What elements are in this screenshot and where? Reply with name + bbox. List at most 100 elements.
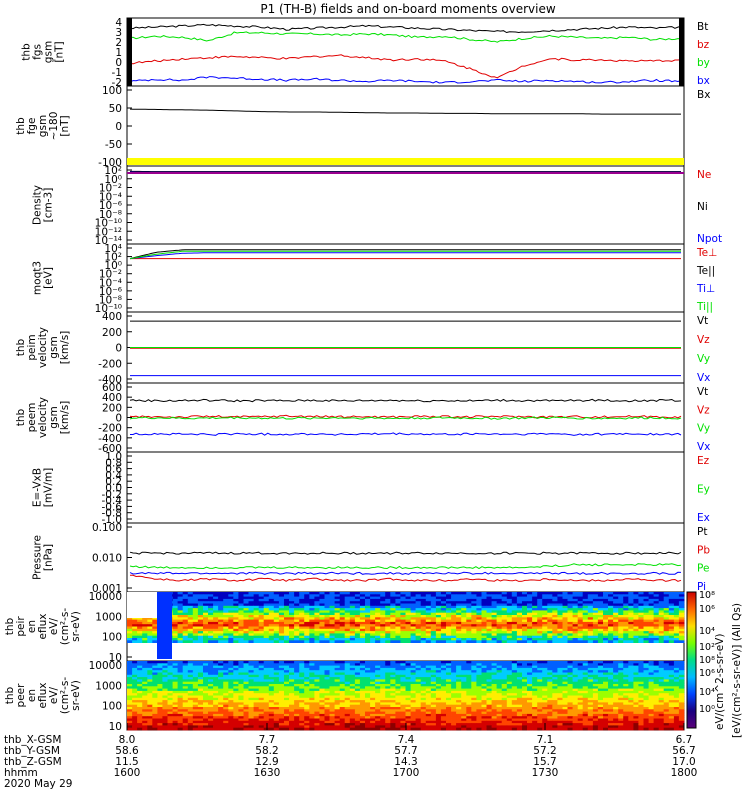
series-Ti|| bbox=[129, 250, 681, 260]
y-axis-label: thb peir en eflux eV/(cm²-s-sr-eV) bbox=[4, 608, 82, 646]
y-axis-label-line: thb bbox=[21, 43, 33, 61]
series-Vy bbox=[129, 416, 682, 420]
series-Vt bbox=[129, 398, 682, 403]
y-tick-label: 10⁻⁴ bbox=[99, 191, 122, 203]
y-axis-label-line: [km/s] bbox=[59, 401, 71, 435]
legend-entry: Vz bbox=[697, 334, 710, 346]
y-tick-label: 10⁻¹⁰ bbox=[95, 303, 122, 315]
y-axis-label-line: thb bbox=[4, 686, 16, 704]
y-tick-label: -1 bbox=[112, 67, 122, 79]
series-by bbox=[129, 31, 682, 43]
y-axis-label-line: thb bbox=[15, 117, 27, 135]
y-tick-label: -200 bbox=[98, 423, 122, 435]
y-axis-label-line: (cm²-s- bbox=[59, 677, 71, 715]
series-Bx bbox=[129, 108, 681, 115]
y-axis-label-line: [km/s] bbox=[59, 331, 71, 365]
y-tick-label: 10² bbox=[104, 165, 122, 177]
panel-peer-eflux: 10000 1000 100 10 thb peer en eflux eV/(cm²-s-sr… bbox=[4, 660, 685, 733]
y-tick-label: 200 bbox=[102, 327, 122, 339]
x-axis-value: 57.7 bbox=[394, 745, 417, 757]
y-axis-label-line: gsm bbox=[48, 406, 60, 428]
y-tick-label: 10⁻⁶ bbox=[99, 286, 122, 298]
series-Pi bbox=[129, 571, 682, 575]
x-axis-value: 11.5 bbox=[115, 756, 138, 768]
legend-entry: Ti⊥ bbox=[696, 283, 715, 295]
panel-fge-gsm-180: 100 50 0 -50 -100 thb fge gsm ~180 [nT] Bx bbox=[15, 85, 710, 169]
y-tick-label: 0 bbox=[115, 121, 122, 133]
colorbar bbox=[686, 591, 697, 729]
y-axis-label-line: Density bbox=[32, 185, 44, 225]
y-tick-label: 0.2 bbox=[105, 476, 122, 488]
edge-bar-right bbox=[679, 18, 684, 86]
legend-entry: Npot bbox=[697, 233, 722, 245]
y-tick-label: -600 bbox=[98, 443, 122, 455]
y-axis-label-line: [cm-3] bbox=[43, 188, 55, 223]
y-axis-label-line: eV/ bbox=[48, 686, 60, 704]
legend-entry: bz bbox=[697, 39, 710, 51]
y-tick-label: 50 bbox=[109, 103, 122, 115]
y-tick-label: 10⁻² bbox=[99, 269, 122, 281]
y-tick-label: 0.100 bbox=[92, 522, 122, 534]
y-axis-label: E=-VxB [mV/m] bbox=[32, 468, 55, 507]
y-tick-label: 0.8 bbox=[105, 457, 122, 469]
colorbar-overlay-title: eV/(cm^2-s-sr-eV) bbox=[714, 634, 726, 730]
y-tick-label: 1 bbox=[115, 47, 122, 59]
legend-entry: Vx bbox=[697, 372, 710, 384]
colorbar-tick-label: 10⁶ bbox=[699, 668, 715, 679]
series-Te|| bbox=[129, 249, 681, 260]
y-tick-label: 200 bbox=[102, 402, 122, 414]
y-axis-label-line: eflux bbox=[37, 683, 49, 709]
y-axis-label-line: peim bbox=[26, 334, 38, 360]
panel-peir-eflux: 10000 1000 100 10 thb peir en eflux eV/(cm²-s-sr… bbox=[4, 591, 685, 664]
y-tick-label: 3 bbox=[115, 27, 122, 39]
panel-frame bbox=[126, 243, 685, 313]
legend-entry: Bt bbox=[697, 21, 708, 33]
series-Vx bbox=[130, 432, 682, 436]
y-axis-label: Pressure [nPa] bbox=[32, 535, 55, 580]
legend-entry: Te⊥ bbox=[696, 247, 717, 259]
colorbar-tick-label: 10⁴ bbox=[699, 687, 715, 698]
legend-entry: Ti|| bbox=[696, 301, 713, 313]
x-axis-value: 6.7 bbox=[676, 734, 693, 746]
legend-entry: Pi bbox=[697, 581, 706, 593]
y-axis-label-line: eV/ bbox=[48, 617, 60, 635]
x-axis-value: 17.0 bbox=[672, 756, 695, 768]
x-axis-value: 8.0 bbox=[119, 734, 136, 746]
y-tick-label: 400 bbox=[102, 392, 122, 404]
x-axis-value: 1630 bbox=[254, 767, 281, 779]
panel-peim-velocity: 400 200 0 -200 -400 thb peim velocity gsm [km/s] V… bbox=[15, 311, 710, 386]
x-axis-value: 1600 bbox=[114, 767, 141, 779]
legend-entry: Ey bbox=[697, 484, 710, 496]
y-tick-label: 0 bbox=[115, 343, 122, 355]
y-tick-label: -200 bbox=[98, 358, 122, 370]
y-axis-label-line: sr-eV) bbox=[70, 611, 82, 642]
x-axis-row-label: thb_X-GSM bbox=[4, 734, 61, 746]
y-axis-label-line: E=-VxB bbox=[32, 468, 44, 507]
y-tick-label: 1000 bbox=[95, 611, 122, 623]
edge-bar-left bbox=[127, 18, 132, 86]
y-axis-label-line: peem bbox=[26, 403, 38, 433]
y-tick-label: -400 bbox=[98, 433, 122, 445]
x-axis-value: 7.7 bbox=[259, 734, 276, 746]
y-tick-label: 0.0 bbox=[105, 483, 122, 495]
y-axis-label: Density [cm-3] bbox=[32, 185, 55, 225]
colorbar-tick-label: 10⁸ bbox=[699, 655, 715, 666]
y-tick-label: 10000 bbox=[89, 591, 122, 603]
y-axis-label: thb peim velocity gsm [km/s] bbox=[15, 327, 71, 368]
y-axis-label-line: velocity bbox=[37, 327, 49, 368]
x-axis-row-label: hhmm bbox=[4, 767, 38, 779]
y-tick-label: 600 bbox=[102, 382, 122, 394]
y-tick-label: 10⁻¹² bbox=[95, 226, 122, 238]
series-Pt bbox=[129, 551, 682, 555]
legend-entry: by bbox=[697, 57, 710, 69]
y-tick-label: 10 bbox=[109, 652, 122, 664]
series-bz bbox=[129, 54, 682, 79]
panel-frame bbox=[126, 165, 685, 245]
y-axis-label-line: [nT] bbox=[59, 115, 71, 136]
y-tick-label: -100 bbox=[98, 157, 122, 169]
x-axis-value: 57.2 bbox=[533, 745, 556, 757]
y-axis-label-line: moqt3 bbox=[32, 261, 44, 295]
x-axis-row-label: thb_Z-GSM bbox=[4, 756, 62, 768]
